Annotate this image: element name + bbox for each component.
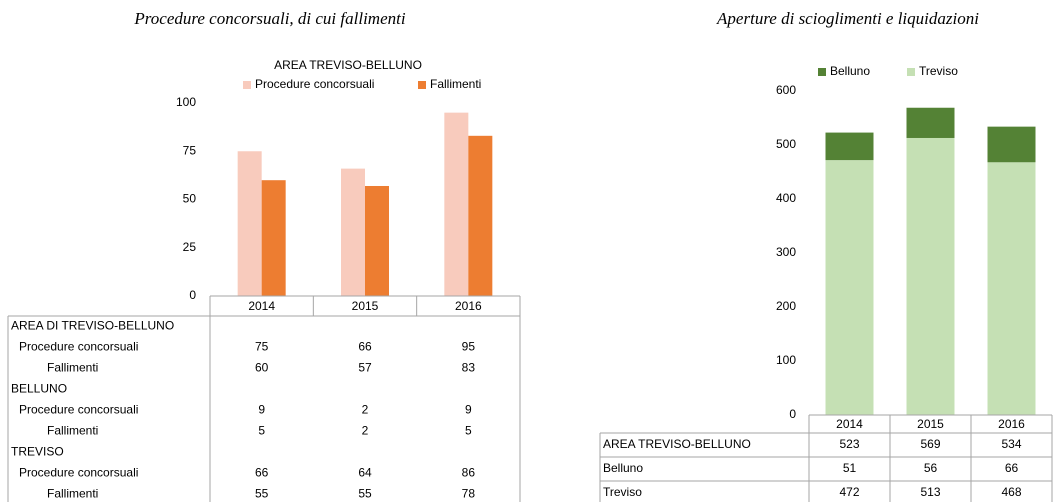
x-tick-label: 2015 [352,299,379,313]
bar [468,135,493,296]
bar-segment [825,132,874,161]
legend-swatch [243,81,251,89]
y-tick-label: 500 [776,137,796,151]
x-tick-label: 2016 [455,299,482,313]
table-value: 9 [465,403,472,417]
table-value: 2 [362,403,369,417]
bar-segment [825,160,874,415]
row-label: Belluno [603,461,643,475]
row-label: Fallimenti [47,361,98,375]
row-label: BELLUNO [11,382,67,396]
row-label: Procedure concorsuali [19,340,138,354]
table-value: 51 [843,461,857,475]
bar-segment [987,162,1036,415]
table-value: 523 [839,437,859,451]
row-label: Treviso [603,485,642,499]
row-label: Fallimenti [47,424,98,438]
bar-segment [987,126,1036,163]
table-value: 57 [358,361,372,375]
chart-subtitle: AREA TREVISO-BELLUNO [274,58,422,72]
table-value: 569 [920,437,940,451]
legend-label: Treviso [919,64,958,78]
legend-swatch [907,68,915,76]
table-value: 83 [462,361,476,375]
table-value: 534 [1001,437,1021,451]
table-value: 78 [462,487,476,501]
bar-segment [906,107,955,138]
bar [341,168,365,296]
y-tick-label: 400 [776,191,796,205]
table-value: 95 [462,340,476,354]
y-tick-label: 200 [776,299,796,313]
table-value: 55 [255,487,269,501]
chart-title: Aperture di scioglimenti e liquidazioni [716,9,979,28]
bar [237,151,262,296]
bar [365,185,389,296]
chart-title: Procedure concorsuali, di cui fallimenti [133,9,405,28]
table-value: 472 [839,485,859,499]
legend-label: Belluno [830,64,870,78]
legend-swatch [418,81,426,89]
y-tick-label: 100 [176,95,196,109]
legend-swatch [818,68,826,76]
table-value: 468 [1001,485,1021,499]
table-value: 513 [920,485,940,499]
table-value: 9 [258,403,265,417]
table-value: 60 [255,361,269,375]
row-label: AREA TREVISO-BELLUNO [603,437,751,451]
y-tick-label: 50 [183,192,197,206]
table-value: 86 [462,466,476,480]
y-tick-label: 300 [776,245,796,259]
table-value: 55 [358,487,372,501]
row-label: TREVISO [11,445,64,459]
table-value: 64 [358,466,372,480]
bar [261,180,286,296]
row-label: Procedure concorsuali [19,403,138,417]
row-label: Procedure concorsuali [19,466,138,480]
table-value: 5 [465,424,472,438]
table-value: 5 [258,424,265,438]
legend-label: Procedure concorsuali [255,77,374,91]
y-tick-label: 100 [776,353,796,367]
table-value: 66 [358,340,372,354]
table-value: 66 [1005,461,1019,475]
bar-segment [906,137,955,416]
table-value: 56 [924,461,938,475]
bar [444,112,469,297]
x-tick-label: 2015 [917,417,944,431]
table-value: 75 [255,340,269,354]
legend-label: Fallimenti [430,77,481,91]
row-label: Fallimenti [47,487,98,501]
row-label: AREA DI TREVISO-BELLUNO [11,319,174,333]
y-tick-label: 75 [183,143,197,157]
x-tick-label: 2014 [836,417,863,431]
y-tick-label: 0 [189,288,196,302]
y-tick-label: 600 [776,83,796,97]
y-tick-label: 0 [789,407,796,421]
y-tick-label: 25 [183,240,197,254]
x-tick-label: 2014 [248,299,275,313]
x-tick-label: 2016 [998,417,1025,431]
table-value: 66 [255,466,269,480]
table-value: 2 [362,424,369,438]
